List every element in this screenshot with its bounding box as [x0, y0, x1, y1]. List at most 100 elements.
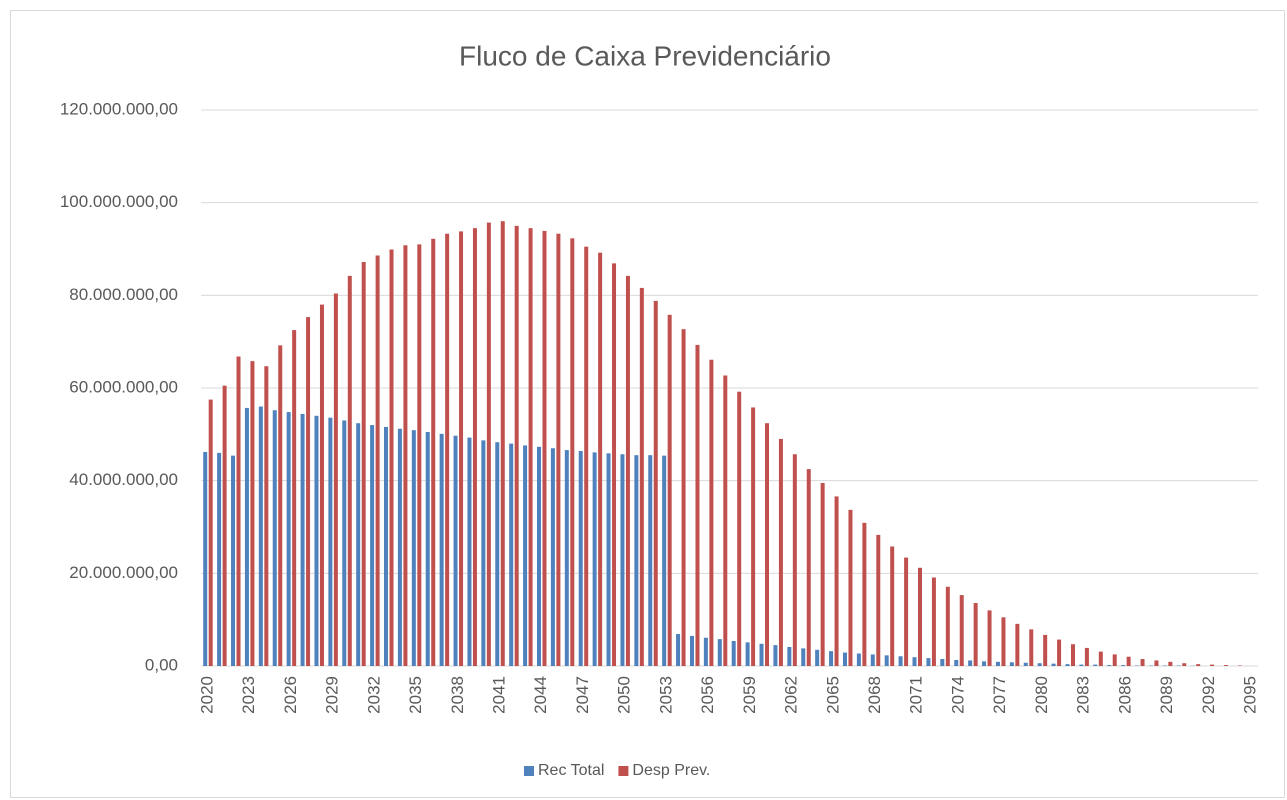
bar	[584, 246, 589, 666]
bar	[759, 643, 764, 666]
bar	[723, 375, 728, 666]
bar	[264, 366, 269, 666]
x-tick-label: 2056	[698, 676, 717, 714]
bar	[612, 263, 617, 666]
bar	[292, 330, 297, 666]
bar	[236, 356, 241, 666]
bar	[300, 413, 305, 666]
bar	[1140, 659, 1145, 666]
bar	[314, 415, 319, 666]
bar	[272, 410, 277, 666]
legend-swatch	[618, 766, 629, 776]
bar	[217, 452, 222, 666]
bar	[1084, 647, 1089, 666]
bar	[737, 391, 742, 666]
bar	[662, 455, 667, 666]
bar	[765, 423, 770, 666]
bar	[528, 228, 533, 666]
bar	[472, 228, 477, 666]
bar	[667, 314, 672, 666]
bar	[564, 450, 569, 666]
bar	[968, 660, 973, 666]
bar	[681, 329, 686, 666]
x-tick-label: 2065	[823, 676, 842, 714]
bar	[806, 469, 811, 666]
bar	[578, 451, 583, 666]
bar	[876, 534, 881, 666]
x-tick-label: 2074	[948, 676, 967, 714]
bar	[703, 637, 708, 666]
bar	[815, 649, 820, 666]
bar	[328, 417, 333, 666]
x-tick-label: 2044	[531, 676, 550, 714]
bar	[231, 455, 236, 666]
x-tick-label: 2047	[573, 676, 592, 714]
bar	[509, 443, 514, 666]
bar	[1182, 663, 1187, 666]
bar	[375, 255, 380, 666]
y-tick-label: 20.000.000,00	[69, 563, 178, 582]
bar	[550, 448, 555, 666]
bar	[1121, 665, 1126, 666]
bar	[208, 399, 213, 666]
x-tick-label: 2050	[615, 676, 634, 714]
x-tick-label: 2053	[656, 676, 675, 714]
y-tick-label: 40.000.000,00	[69, 470, 178, 489]
x-tick-label: 2023	[239, 676, 258, 714]
bar	[445, 233, 450, 666]
bar	[592, 452, 597, 666]
bar	[1107, 665, 1112, 666]
bar	[842, 652, 847, 666]
chart-title: Fluco de Caixa Previdenciário	[459, 40, 831, 71]
bar	[653, 300, 658, 666]
bar	[973, 602, 978, 666]
bar	[1009, 662, 1014, 666]
bar	[459, 231, 464, 667]
bar	[829, 651, 834, 666]
bar	[570, 238, 575, 667]
bar	[1070, 644, 1075, 666]
y-tick-label: 100.000.000,00	[60, 192, 178, 211]
bar	[1057, 639, 1062, 666]
bar	[898, 656, 903, 666]
bar	[1196, 664, 1201, 666]
y-tick-label: 60.000.000,00	[69, 377, 178, 396]
bar	[1168, 661, 1173, 666]
x-tick-label: 2032	[364, 676, 383, 714]
x-tick-label: 2092	[1199, 676, 1218, 714]
bar	[598, 252, 603, 666]
bar	[773, 645, 778, 666]
bar	[931, 577, 936, 666]
x-tick-label: 2029	[323, 676, 342, 714]
bar	[384, 426, 389, 666]
x-tick-label: 2038	[448, 676, 467, 714]
bar	[1079, 664, 1084, 666]
bar	[625, 275, 630, 666]
bar	[834, 496, 839, 666]
bar	[954, 659, 959, 666]
bar	[389, 249, 394, 667]
bar	[676, 634, 681, 666]
bar	[1023, 662, 1028, 666]
legend-label: Rec Total	[538, 762, 604, 779]
bar	[884, 655, 889, 666]
bar	[536, 446, 541, 666]
bar	[1126, 656, 1131, 666]
bar	[361, 261, 366, 666]
bar	[1154, 660, 1159, 666]
legend-label: Desp Prev.	[632, 762, 710, 779]
x-tick-label: 2062	[782, 676, 801, 714]
bar	[411, 430, 416, 666]
bar	[904, 557, 909, 666]
bar	[995, 661, 1000, 666]
bar	[319, 304, 324, 666]
x-tick-label: 2077	[990, 676, 1009, 714]
bar	[820, 482, 825, 666]
bar	[890, 546, 895, 666]
bar	[1029, 629, 1034, 666]
bar	[439, 433, 444, 666]
bar	[523, 445, 528, 666]
y-tick-label: 120.000.000,00	[60, 99, 178, 118]
x-tick-label: 2089	[1157, 676, 1176, 714]
